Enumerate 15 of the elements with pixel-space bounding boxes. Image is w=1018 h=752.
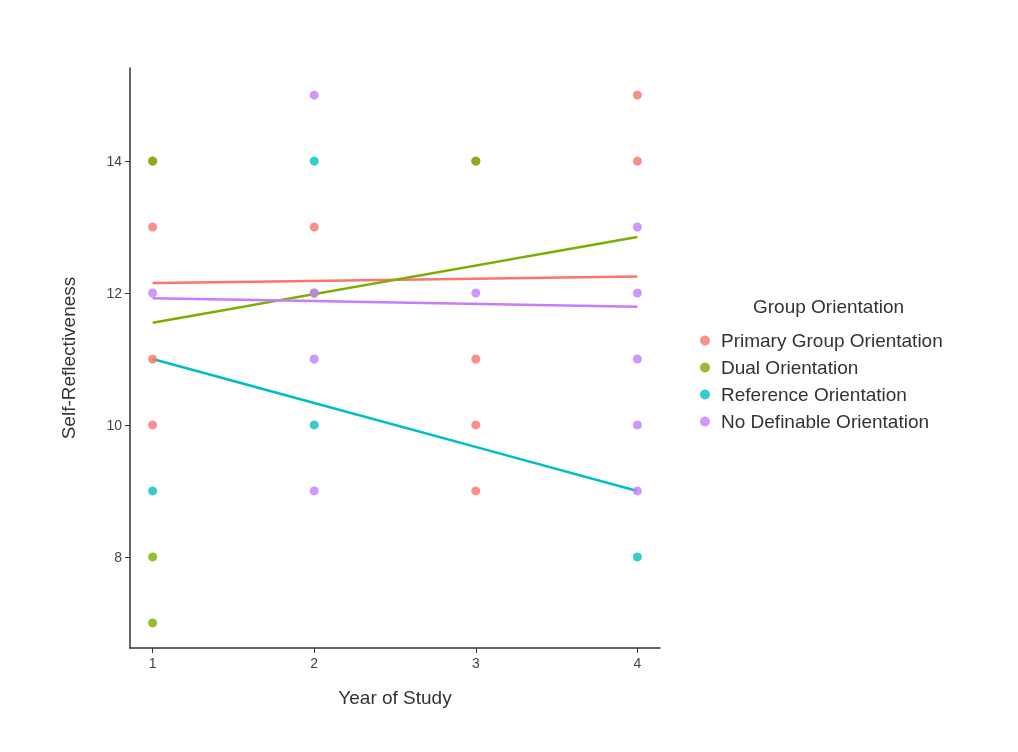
x-tick-label: 4 xyxy=(633,655,642,671)
y-tick-label: 12 xyxy=(106,285,123,302)
legend-label: No Definable Orientation xyxy=(721,411,930,432)
legend-title: Group Orientation xyxy=(753,296,905,317)
x-axis-title: Year of Study xyxy=(338,687,453,708)
x-tick-label: 1 xyxy=(148,655,157,671)
legend-label: Dual Orientation xyxy=(721,357,859,378)
y-axis-title: Self-Reflectiveness xyxy=(58,276,79,440)
legend-label: Reference Orientation xyxy=(721,384,907,405)
y-tick-label: 10 xyxy=(106,416,123,433)
y-tick-label: 8 xyxy=(114,548,123,565)
x-tick-label: 2 xyxy=(310,655,319,671)
y-tick-label: 14 xyxy=(106,153,123,170)
legend-label: Primary Group Orientation xyxy=(721,330,943,351)
x-tick-label: 3 xyxy=(471,655,480,671)
